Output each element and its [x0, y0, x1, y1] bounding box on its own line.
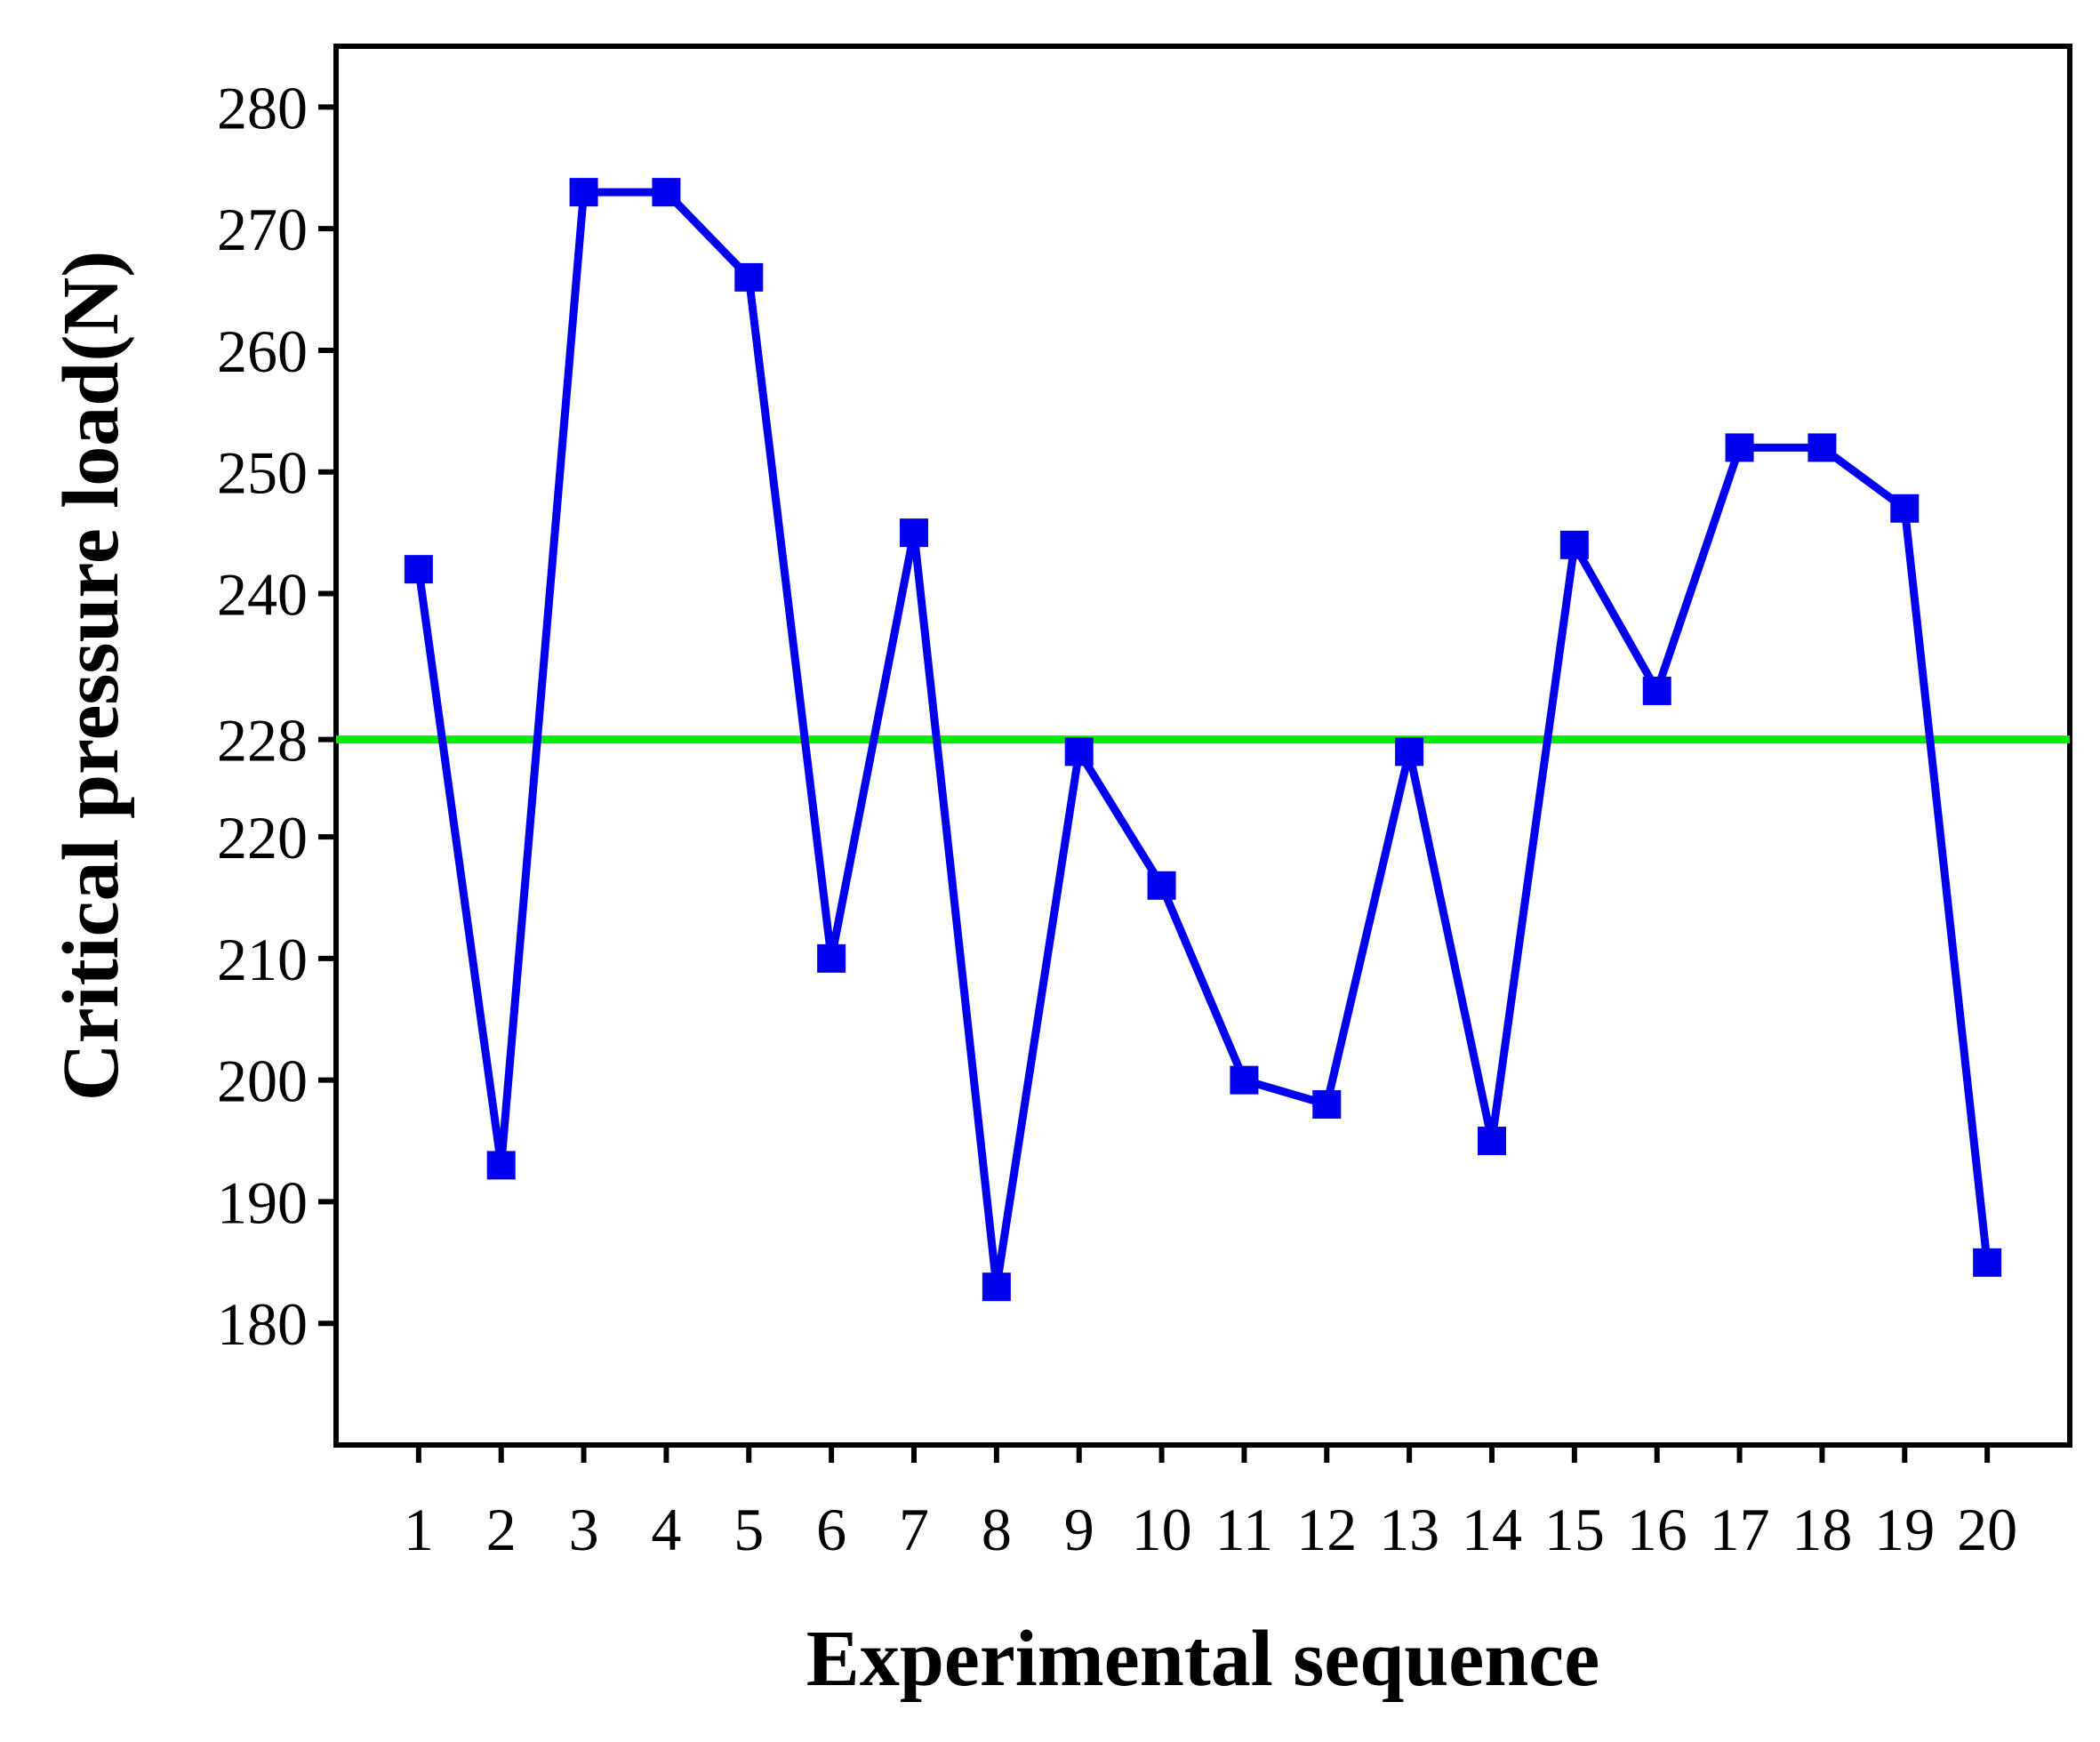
- x-axis: 1 2 3 4 5 6 7 8 9 10 11 12 13 14 15 16 17 18 19 20: [404, 1445, 2017, 1563]
- x-tick-label: 6: [816, 1496, 846, 1563]
- x-tick-label: 9: [1064, 1496, 1094, 1563]
- data-point: [1973, 1248, 2002, 1277]
- x-tick-label: 13: [1379, 1496, 1439, 1563]
- x-tick-label: 12: [1296, 1496, 1357, 1563]
- x-tick-label: 8: [982, 1496, 1012, 1563]
- y-tick-label: 210: [217, 926, 308, 993]
- data-point: [1642, 676, 1671, 705]
- data-point: [817, 943, 846, 973]
- y-tick-label: 200: [217, 1048, 308, 1115]
- x-tick-label: 5: [733, 1496, 764, 1563]
- data-point: [1478, 1127, 1506, 1156]
- y-tick-label: 228: [217, 707, 308, 775]
- data-point: [486, 1151, 516, 1180]
- y-axis-title: Critical pressure load(N): [47, 251, 135, 1102]
- x-axis-title: Experimental sequence: [806, 1615, 1599, 1703]
- data-point: [1807, 433, 1837, 462]
- x-tick-label: 14: [1462, 1496, 1522, 1563]
- x-tick-label: 10: [1132, 1496, 1192, 1563]
- y-tick-label: 270: [217, 196, 308, 263]
- data-point: [1312, 1090, 1342, 1120]
- data-point: [652, 178, 681, 207]
- x-tick-label: 2: [486, 1496, 517, 1563]
- data-point: [404, 555, 433, 584]
- data-point: [569, 178, 598, 207]
- x-tick-label: 15: [1544, 1496, 1605, 1563]
- y-tick-label: 180: [217, 1290, 308, 1358]
- x-tick-label: 17: [1710, 1496, 1770, 1563]
- y-tick-label: 190: [217, 1168, 308, 1236]
- x-tick-label: 11: [1215, 1496, 1273, 1563]
- y-tick-label: 260: [217, 317, 308, 385]
- series-markers: [404, 178, 2002, 1302]
- data-point: [1230, 1065, 1259, 1095]
- plot-frame: [333, 44, 2072, 1448]
- x-tick-label: 4: [651, 1496, 681, 1563]
- data-point: [1395, 737, 1424, 767]
- data-point: [1064, 737, 1094, 767]
- y-axis: 180 190 200 210 220 228 240 250 260 270 280: [217, 74, 336, 1358]
- x-tick-label: 19: [1874, 1496, 1935, 1563]
- x-tick-label: 7: [899, 1496, 929, 1563]
- data-point: [1725, 433, 1754, 462]
- x-tick-label: 1: [404, 1496, 434, 1563]
- data-point: [1559, 530, 1589, 559]
- x-tick-label: 20: [1957, 1496, 2017, 1563]
- x-tick-label: 16: [1627, 1496, 1687, 1563]
- data-point: [734, 262, 764, 292]
- y-tick-label: 240: [217, 561, 308, 629]
- plot-frame-group: [333, 44, 2072, 1448]
- y-tick-label: 220: [217, 804, 308, 871]
- x-tick-label: 3: [569, 1496, 599, 1563]
- data-point: [900, 518, 928, 548]
- data-point: [982, 1272, 1011, 1302]
- x-tick-label: 18: [1791, 1496, 1852, 1563]
- y-tick-label: 280: [217, 74, 308, 141]
- data-point: [1890, 494, 1920, 523]
- data-point: [1147, 871, 1176, 900]
- y-tick-label: 250: [217, 439, 308, 507]
